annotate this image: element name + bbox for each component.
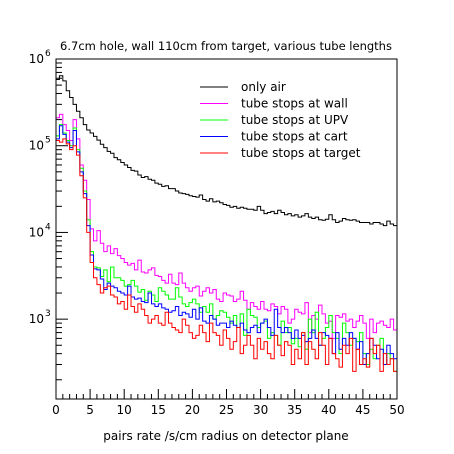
y-tick-exponent: 5 bbox=[45, 136, 51, 146]
legend-entry: only air bbox=[241, 80, 286, 94]
x-tick-label: 35 bbox=[287, 403, 302, 417]
series-line-4 bbox=[56, 125, 397, 365]
x-tick-label: 20 bbox=[185, 403, 200, 417]
legend-entry: tube stops at cart bbox=[241, 130, 348, 144]
legend-entry: tube stops at target bbox=[241, 146, 361, 160]
x-tick-label: 15 bbox=[151, 403, 166, 417]
y-tick-exponent: 4 bbox=[45, 222, 51, 232]
y-tick-label: 10 bbox=[29, 225, 44, 239]
series-layer bbox=[56, 75, 397, 372]
x-tick-label: 10 bbox=[117, 403, 132, 417]
legend: only air tube stops at wall tube stops at … bbox=[200, 80, 361, 160]
x-tick-label: 25 bbox=[219, 403, 234, 417]
x-tick-label: 5 bbox=[86, 403, 94, 417]
x-axis: 0 5 10 15 20 25 30 35 40 45 50 bbox=[52, 389, 405, 417]
y-tick-label: 10 bbox=[29, 312, 44, 326]
y-tick-label: 10 bbox=[29, 52, 44, 66]
x-tick-label: 0 bbox=[52, 403, 60, 417]
y-tick-label: 10 bbox=[29, 139, 44, 153]
x-tick-label: 45 bbox=[355, 403, 370, 417]
series-line-5 bbox=[56, 138, 397, 372]
series-line-3 bbox=[56, 124, 397, 372]
y-tick-exponent: 6 bbox=[45, 49, 51, 59]
legend-entry: tube stops at wall bbox=[241, 97, 348, 111]
chart-title: 6.7cm hole, wall 110cm from target, vari… bbox=[60, 39, 392, 53]
legend-entry: tube stops at UPV bbox=[241, 113, 349, 127]
x-tick-label: 50 bbox=[389, 403, 404, 417]
x-tick-label: 30 bbox=[253, 403, 268, 417]
series-line-2 bbox=[56, 113, 397, 339]
y-tick-exponent: 3 bbox=[45, 309, 51, 319]
x-tick-label: 40 bbox=[321, 403, 336, 417]
series-line-1 bbox=[56, 75, 397, 227]
x-axis-label: pairs rate /s/cm radius on detector plan… bbox=[103, 429, 348, 443]
